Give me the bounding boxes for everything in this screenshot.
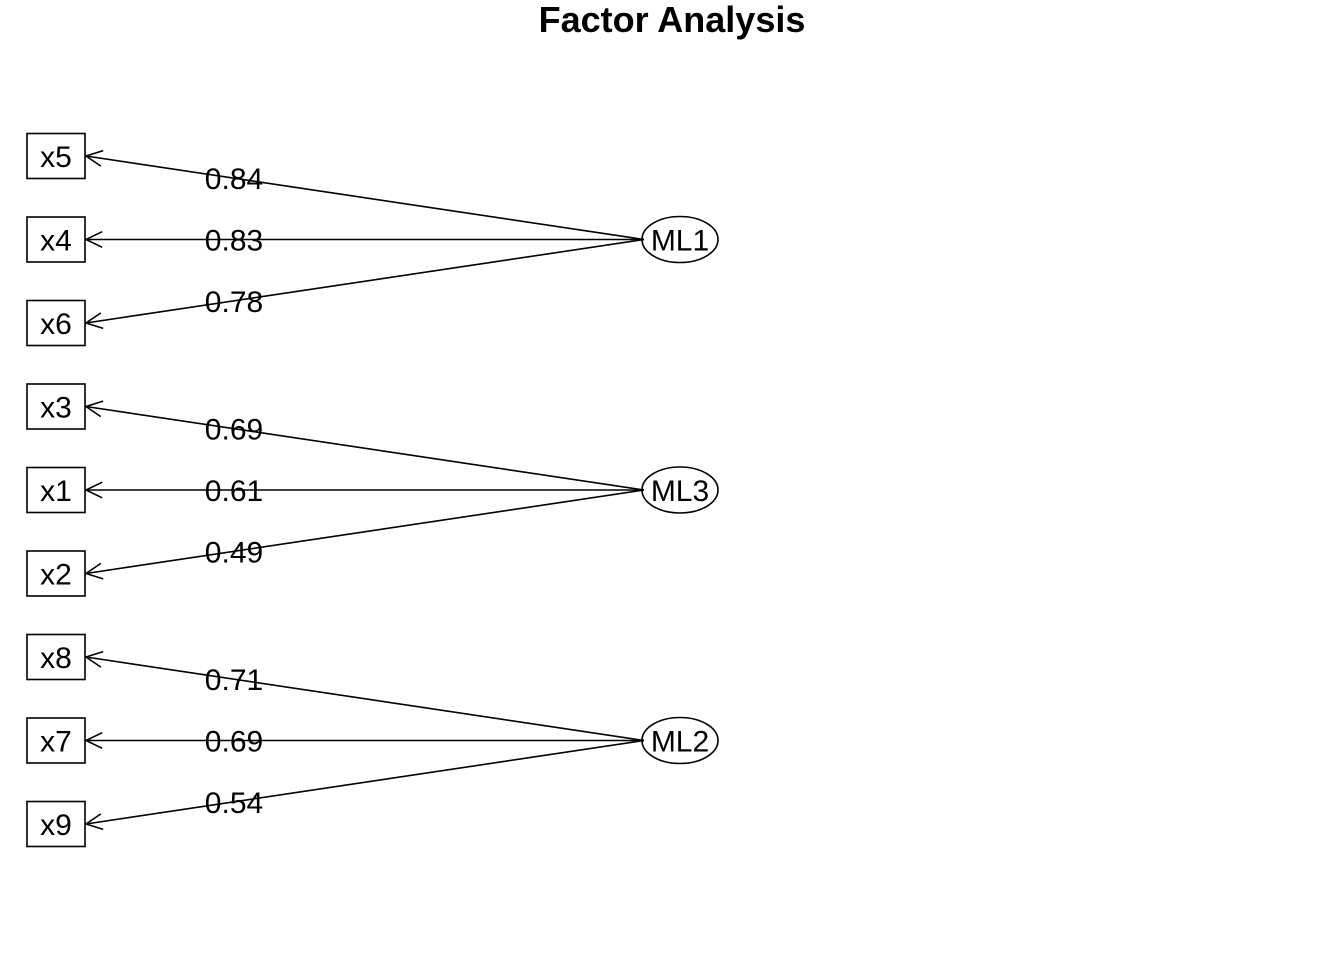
variable-label: x4 xyxy=(40,225,72,258)
factor-node xyxy=(641,466,719,514)
arrowhead-icon xyxy=(84,813,104,831)
loading-value: 0.84 xyxy=(205,163,263,196)
arrowhead-icon xyxy=(84,230,103,249)
loading-value: 0.83 xyxy=(205,225,263,258)
arrowhead-icon xyxy=(84,312,104,330)
factor-node xyxy=(641,215,719,264)
factor-label: ML2 xyxy=(651,726,709,759)
factor-node xyxy=(641,716,719,765)
variable-box xyxy=(26,717,86,764)
loading-path xyxy=(85,155,645,241)
arrowhead-icon xyxy=(84,149,104,167)
variable-label: x2 xyxy=(40,559,72,592)
loading-path xyxy=(85,656,645,742)
loading-value: 0.69 xyxy=(205,726,263,759)
variable-box xyxy=(26,633,86,681)
loading-value: 0.78 xyxy=(205,286,263,319)
variable-box xyxy=(26,800,86,848)
loading-value: 0.54 xyxy=(205,787,263,820)
variable-label: x6 xyxy=(40,308,72,341)
variable-box xyxy=(26,299,86,347)
variable-box xyxy=(26,466,86,514)
arrowhead-icon xyxy=(84,562,104,580)
variable-box xyxy=(26,550,86,597)
loading-path xyxy=(85,739,645,825)
variable-label: x1 xyxy=(40,475,72,508)
variable-label: x5 xyxy=(40,141,72,174)
loading-value: 0.49 xyxy=(205,536,263,569)
page-title: Factor Analysis xyxy=(538,0,806,40)
loading-value: 0.69 xyxy=(205,414,263,447)
variable-box xyxy=(26,132,86,180)
loading-value: 0.71 xyxy=(205,664,263,697)
loading-path xyxy=(85,489,645,575)
arrowhead-icon xyxy=(84,400,104,418)
factor-label: ML3 xyxy=(651,475,709,508)
loading-path xyxy=(85,405,645,491)
loading-value: 0.61 xyxy=(205,475,263,508)
variable-label: x8 xyxy=(40,642,72,675)
arrowhead-icon xyxy=(84,731,103,750)
arrowhead-icon xyxy=(84,650,104,668)
variable-box xyxy=(26,383,86,430)
factor-label: ML1 xyxy=(651,225,709,258)
variable-label: x7 xyxy=(40,726,72,759)
loading-path xyxy=(85,238,645,324)
variable-label: x9 xyxy=(40,809,72,842)
variable-box xyxy=(26,216,86,263)
variable-label: x3 xyxy=(40,392,72,425)
arrowhead-icon xyxy=(84,481,103,499)
